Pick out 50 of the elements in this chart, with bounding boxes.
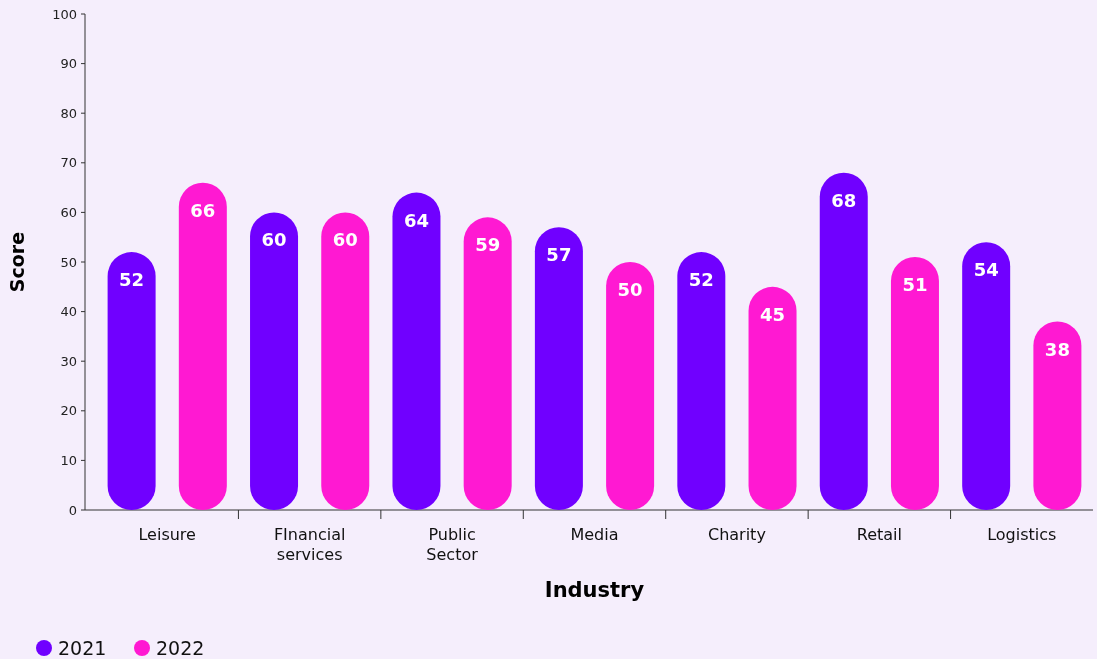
data-label: 52 <box>119 269 145 291</box>
bar <box>107 252 156 510</box>
x-tick-label: FInancial services <box>273 525 346 564</box>
bar <box>890 257 939 510</box>
y-tick-label: 40 <box>60 304 77 320</box>
x-axis-title: Industry <box>544 578 645 602</box>
y-tick-label: 60 <box>60 204 77 220</box>
x-tick-label: Leisure <box>138 525 196 544</box>
bar <box>819 172 868 510</box>
y-tick-label: 100 <box>52 6 77 22</box>
bar <box>178 182 227 510</box>
y-tick-label: 70 <box>60 155 77 171</box>
data-label: 60 <box>332 229 358 251</box>
bar <box>392 192 441 510</box>
y-tick-label: 80 <box>60 105 77 121</box>
y-tick-label: 50 <box>60 254 77 270</box>
data-label: 59 <box>475 234 501 256</box>
data-label: 38 <box>1044 338 1070 360</box>
y-tick-label: 0 <box>68 502 77 518</box>
bar <box>250 212 299 510</box>
y-tick-label: 90 <box>60 56 77 72</box>
data-label: 50 <box>617 279 643 300</box>
data-label: 45 <box>760 303 786 325</box>
bar <box>748 286 797 510</box>
x-tick-label: Media <box>570 525 619 544</box>
bar <box>321 212 370 510</box>
y-tick-label: 30 <box>60 353 77 369</box>
data-label: 64 <box>403 209 429 231</box>
bar <box>463 217 512 510</box>
x-tick-label: Logistics <box>987 525 1057 544</box>
data-label: 60 <box>261 229 287 251</box>
y-tick-label: 10 <box>60 452 77 468</box>
y-axis-title: Score <box>6 231 28 293</box>
data-label: 54 <box>973 259 999 281</box>
data-label: 68 <box>831 189 857 211</box>
x-tick-label: Charity <box>707 525 766 544</box>
legend-label: 2021 <box>58 636 107 659</box>
bar <box>606 262 655 510</box>
bar <box>677 252 726 510</box>
y-tick-label: 20 <box>60 403 77 419</box>
legend-label: 2022 <box>156 636 205 659</box>
data-label: 66 <box>190 199 216 221</box>
data-label: 57 <box>546 244 572 266</box>
data-label: 51 <box>902 274 928 296</box>
x-tick-label: Retail <box>856 525 902 544</box>
x-tick-label: Public Sector <box>426 525 479 564</box>
bar <box>962 242 1011 510</box>
data-label: 52 <box>688 269 714 291</box>
bar <box>534 227 583 510</box>
bar <box>1033 321 1082 510</box>
